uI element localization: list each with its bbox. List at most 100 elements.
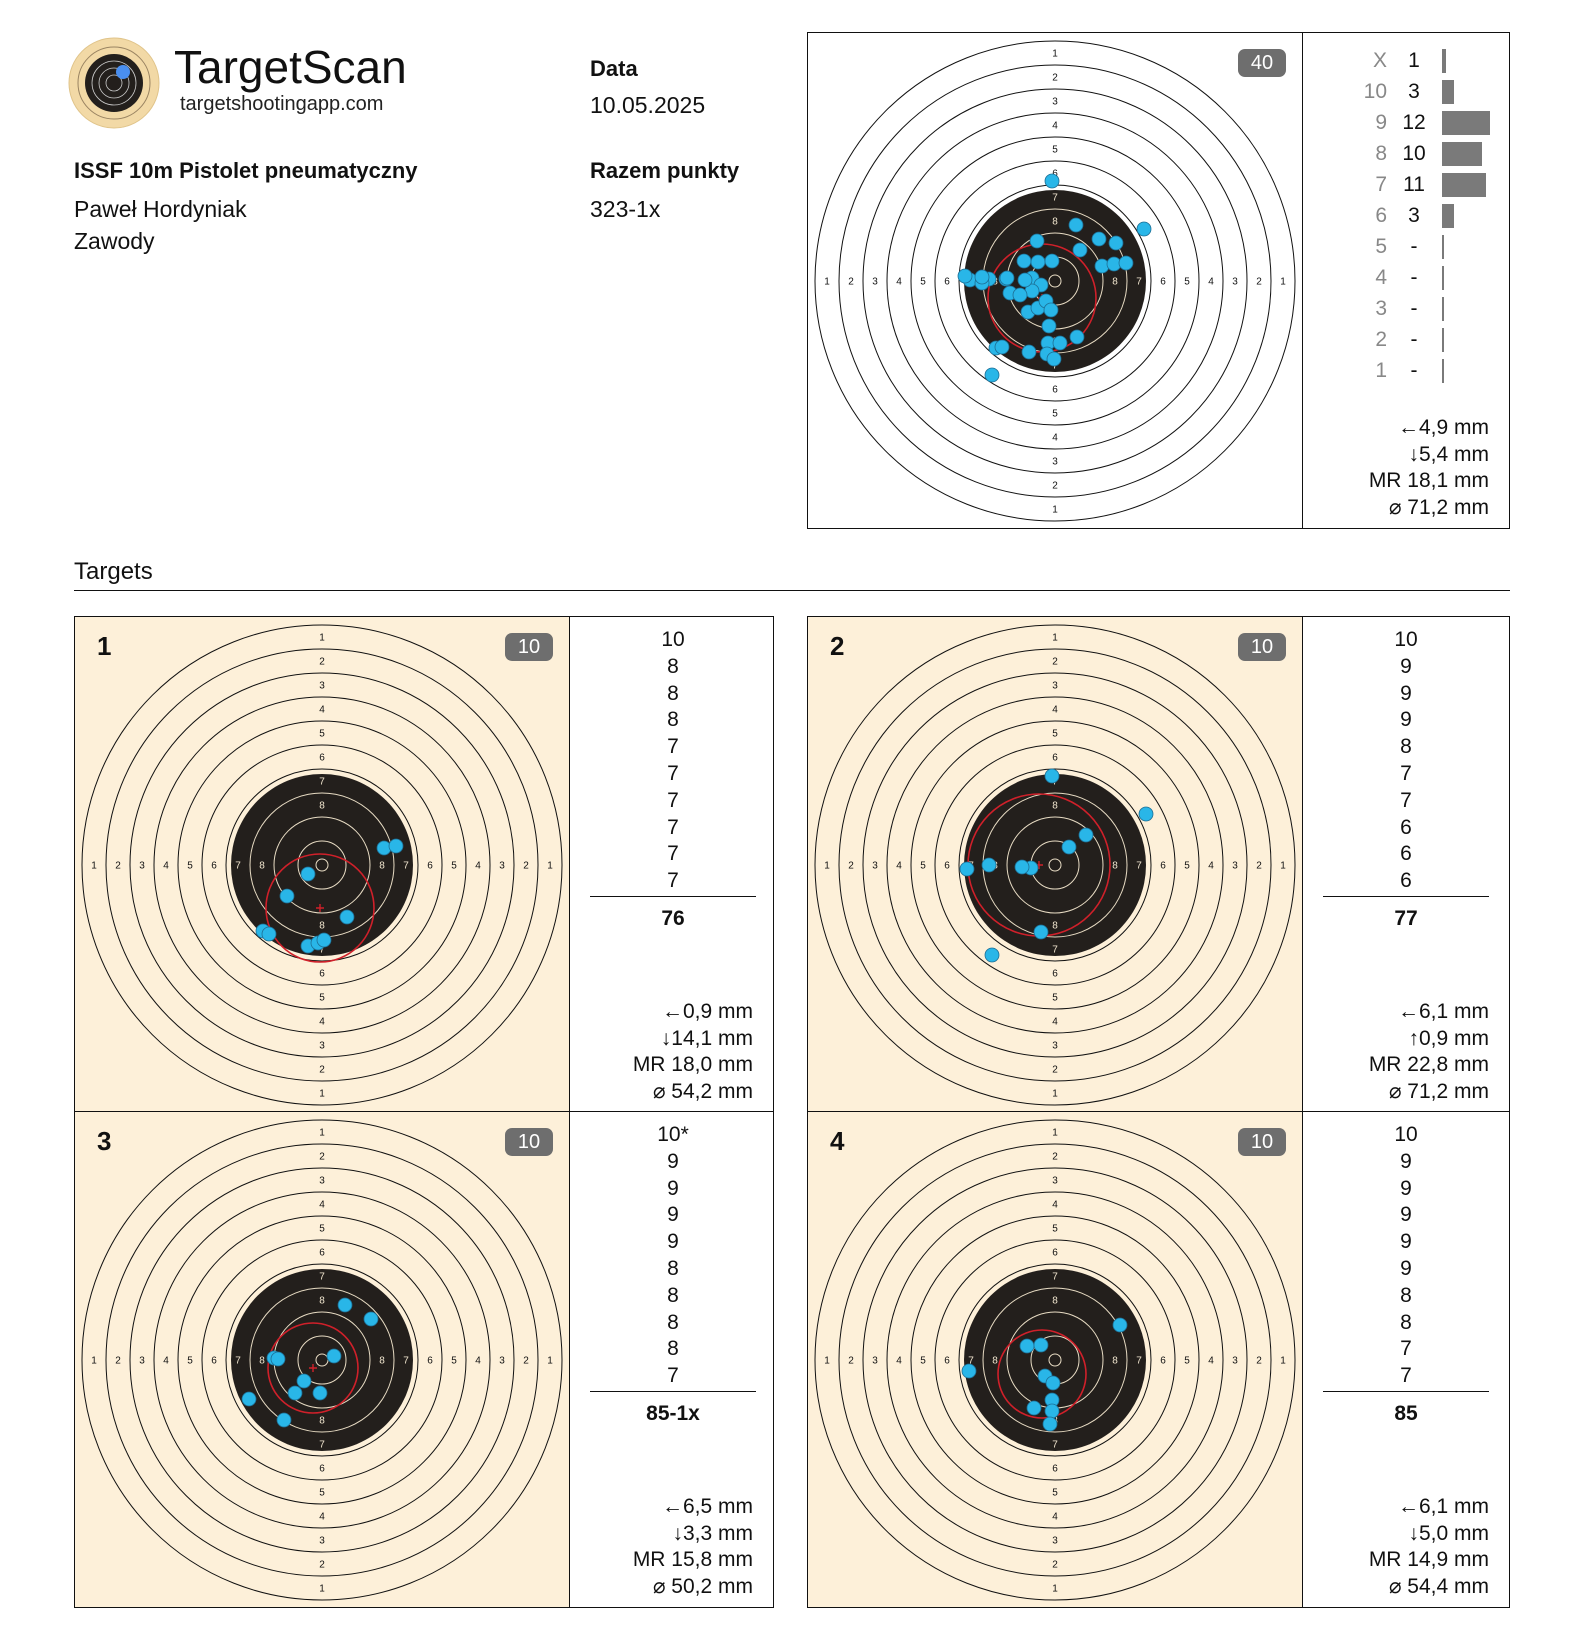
- ring-number: 1: [91, 1356, 97, 1367]
- shot-hole[interactable]: [1046, 351, 1062, 367]
- shot-hole[interactable]: [1014, 859, 1030, 875]
- shot-hole[interactable]: [312, 1385, 328, 1401]
- histogram-row: 3-: [1363, 297, 1503, 328]
- shot-hole[interactable]: [296, 1373, 312, 1389]
- shot-hole[interactable]: [1061, 839, 1077, 855]
- ring-number: 3: [1052, 1536, 1058, 1547]
- shot-score: 7: [1400, 761, 1412, 785]
- stat-line: MR 15,8 mm: [632, 1548, 753, 1572]
- shot-hole[interactable]: [316, 932, 332, 948]
- target-side: 10 9 9 9 8 7 7 6 6 6 77 ←6,1 mm ↑0,9 mm MR 22,8 mm ⌀…: [1303, 617, 1509, 1112]
- target-number: 4: [830, 1126, 845, 1156]
- shot-hole[interactable]: [1019, 1338, 1035, 1354]
- stat-line: ⌀ 71,2 mm: [1388, 496, 1489, 520]
- ring-number: 1: [1280, 861, 1286, 872]
- shot-score: 7: [667, 815, 679, 839]
- shot-hole[interactable]: [959, 861, 975, 877]
- shot-hole[interactable]: [276, 1412, 292, 1428]
- shot-hole[interactable]: [1041, 318, 1057, 334]
- shot-hole[interactable]: [984, 947, 1000, 963]
- shot-hole[interactable]: [261, 926, 277, 942]
- ring-number: 7: [1052, 945, 1058, 956]
- ring-number: 7: [319, 777, 325, 788]
- shot-hole[interactable]: [1033, 1337, 1049, 1353]
- ring-number: 7: [403, 861, 409, 872]
- ring-number: 3: [319, 681, 325, 692]
- shot-hole[interactable]: [1091, 231, 1107, 247]
- histogram-row: 5-: [1363, 235, 1503, 266]
- shot-hole[interactable]: [1043, 302, 1059, 318]
- shot-hole[interactable]: [326, 1348, 342, 1364]
- ring-number: 1: [91, 861, 97, 872]
- target-card-4[interactable]: 1 1 1 1 2 2 2 2 3 3 3 3 4 4 4 4 5 5 5 5 6 6 6 6 7 7 7 7 8 8 8 8 4 10 10…: [807, 1111, 1510, 1608]
- shot-hole[interactable]: [1044, 768, 1060, 784]
- stat-line: MR 18,0 mm: [632, 1053, 753, 1077]
- shot-hole[interactable]: [1044, 173, 1060, 189]
- shot-hole[interactable]: [957, 268, 973, 284]
- shot-hole[interactable]: [300, 866, 316, 882]
- shot-hole[interactable]: [287, 1385, 303, 1401]
- shot-hole[interactable]: [1045, 1375, 1061, 1391]
- shot-hole[interactable]: [388, 838, 404, 854]
- shot-hole[interactable]: [1016, 253, 1032, 269]
- shot-hole[interactable]: [1118, 255, 1134, 271]
- shot-hole[interactable]: [994, 339, 1010, 355]
- histogram-count: -: [1410, 359, 1418, 382]
- shot-hole[interactable]: [961, 1363, 977, 1379]
- histogram-bar: [1442, 328, 1444, 352]
- histogram-count: 10: [1402, 142, 1426, 165]
- shot-hole[interactable]: [1029, 233, 1045, 249]
- shot-hole[interactable]: [981, 857, 997, 873]
- ring-number: 3: [499, 861, 505, 872]
- shot-hole[interactable]: [999, 270, 1015, 286]
- ring-number: 4: [1208, 277, 1214, 288]
- shot-hole[interactable]: [1108, 235, 1124, 251]
- shot-hole[interactable]: [1138, 806, 1154, 822]
- ring: [934, 1239, 1176, 1481]
- shot-hole[interactable]: [1112, 1317, 1128, 1333]
- shot-score: 8: [1400, 735, 1412, 759]
- shot-hole[interactable]: [1068, 217, 1084, 233]
- ring-number: 7: [1136, 861, 1142, 872]
- target-card-3[interactable]: 1 1 1 1 2 2 2 2 3 3 3 3 4 4 4 4 5 5 5 5 6 6 6 6 7 7 7 7 8 8 8 8 3 10 10…: [74, 1111, 774, 1608]
- shot-hole[interactable]: [1042, 1416, 1058, 1432]
- ring-number: 4: [1052, 433, 1058, 444]
- target-image[interactable]: 1 1 1 1 2 2 2 2 3 3 3 3 4 4 4 4 5 5 5 5 6 6 6 6 7 7 7 7 8 8 8 8 1 10: [75, 617, 570, 1112]
- shot-hole[interactable]: [339, 909, 355, 925]
- shot-hole[interactable]: [279, 888, 295, 904]
- stat-line: MR 14,9 mm: [1368, 1548, 1489, 1572]
- shot-hole[interactable]: [1052, 335, 1068, 351]
- ring-number: 6: [1160, 277, 1166, 288]
- shot-hole[interactable]: [1078, 827, 1094, 843]
- ring: [838, 648, 1272, 1082]
- shot-hole[interactable]: [241, 1391, 257, 1407]
- shot-hole[interactable]: [1136, 221, 1152, 237]
- histogram-label: 8: [1375, 142, 1387, 165]
- shot-hole[interactable]: [337, 1297, 353, 1313]
- shot-hole[interactable]: [1069, 329, 1085, 345]
- shot-hole[interactable]: [1030, 254, 1046, 270]
- shot-hole[interactable]: [1033, 924, 1049, 940]
- ring: [862, 88, 1248, 474]
- shot-hole[interactable]: [1044, 253, 1060, 269]
- shot-hole[interactable]: [1044, 1403, 1060, 1419]
- ring-number: 5: [920, 861, 926, 872]
- histogram-bar: [1442, 297, 1444, 321]
- shot-hole[interactable]: [1072, 242, 1088, 258]
- target-image[interactable]: 1 1 1 1 2 2 2 2 3 3 3 3 4 4 4 4 5 5 5 5 6 6 6 6 7 7 7 7 8 8 8 8 3 10: [75, 1112, 570, 1607]
- shot-hole[interactable]: [1012, 287, 1028, 303]
- shot-hole[interactable]: [363, 1311, 379, 1327]
- shot-hole[interactable]: [270, 1351, 286, 1367]
- app-url[interactable]: targetshootingapp.com: [180, 93, 384, 115]
- shot-hole[interactable]: [984, 367, 1000, 383]
- shot-hole[interactable]: [1017, 272, 1033, 288]
- shot-score: 8: [1400, 1310, 1412, 1334]
- shot-hole[interactable]: [1026, 1400, 1042, 1416]
- shot-hole[interactable]: [974, 269, 990, 285]
- shot-hole[interactable]: [1021, 344, 1037, 360]
- ring: [958, 768, 1152, 962]
